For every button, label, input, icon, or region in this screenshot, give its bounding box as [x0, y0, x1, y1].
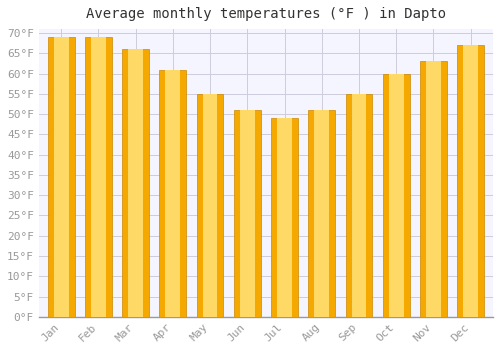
Bar [160, 70, 186, 317]
Bar [314, 110, 329, 317]
Bar [234, 110, 260, 317]
Bar [166, 70, 180, 317]
Bar [458, 45, 484, 317]
Bar [128, 49, 143, 317]
Bar [48, 37, 74, 317]
Bar [202, 94, 218, 317]
Bar [346, 94, 372, 317]
Bar [122, 49, 149, 317]
Bar [54, 37, 68, 317]
Title: Average monthly temperatures (°F ) in Dapto: Average monthly temperatures (°F ) in Da… [86, 7, 446, 21]
Bar [91, 37, 106, 317]
Bar [426, 62, 441, 317]
Bar [383, 74, 409, 317]
Bar [352, 94, 366, 317]
Bar [420, 62, 447, 317]
Bar [308, 110, 335, 317]
Bar [196, 94, 224, 317]
Bar [464, 45, 478, 317]
Bar [277, 118, 292, 317]
Bar [85, 37, 112, 317]
Bar [271, 118, 298, 317]
Bar [240, 110, 254, 317]
Bar [389, 74, 404, 317]
